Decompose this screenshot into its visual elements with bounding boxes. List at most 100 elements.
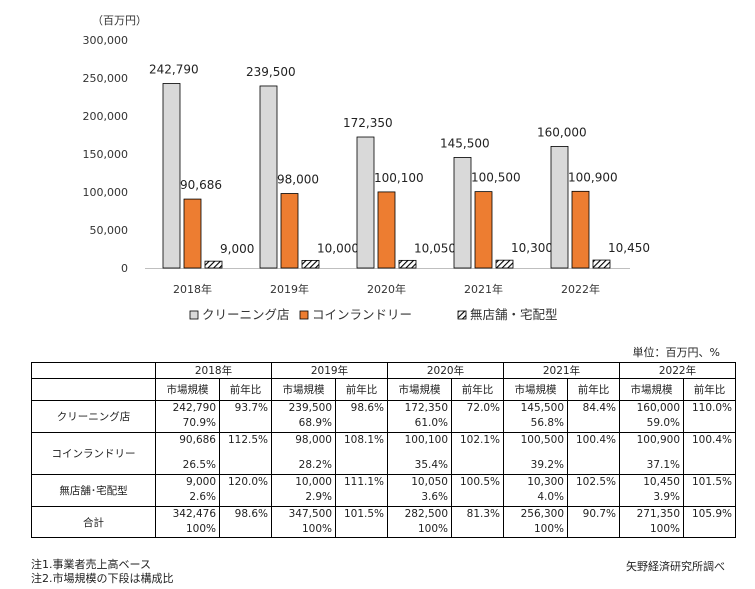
share-value: 35.4% bbox=[414, 459, 448, 471]
bar-value-label: 10,050 bbox=[414, 241, 456, 255]
y-tick-label: 150,000 bbox=[83, 148, 129, 161]
source-credit: 矢野経済研究所調べ bbox=[626, 560, 725, 573]
share-value: 4.0% bbox=[537, 491, 564, 503]
footnote-2: 注2.市場規模の下段は構成比 bbox=[31, 572, 174, 585]
market-size-cell: 10,050 3.6% bbox=[387, 474, 452, 507]
x-tick-label: 2019年 bbox=[270, 282, 309, 296]
yoy-cell: 105.9% bbox=[683, 506, 736, 538]
bar-value-label: 98,000 bbox=[277, 173, 319, 187]
market-size-value: 160,000 bbox=[636, 402, 680, 414]
market-size-value: 98,000 bbox=[295, 434, 332, 446]
legend-label: クリーニング店 bbox=[202, 307, 290, 322]
market-size-cell: 100,100 35.4% bbox=[387, 432, 452, 475]
market-size-value: 282,500 bbox=[404, 508, 448, 520]
bar-value-label: 160,000 bbox=[537, 125, 587, 139]
bar bbox=[592, 259, 611, 269]
share-value: 100% bbox=[185, 523, 216, 535]
market-size-value: 271,350 bbox=[636, 508, 680, 520]
yoy-cell: 72.0% bbox=[451, 400, 504, 433]
yoy-header: 前年比 bbox=[335, 378, 388, 401]
row-label: 合計 bbox=[31, 506, 156, 538]
market-size-value: 100,100 bbox=[404, 434, 448, 446]
bar-value-label: 100,900 bbox=[568, 170, 618, 184]
market-size-cell: 239,500 68.9% bbox=[271, 400, 336, 433]
share-value: 2.6% bbox=[189, 491, 216, 503]
yoy-cell: 110.0% bbox=[683, 400, 736, 433]
yoy-cell: 108.1% bbox=[335, 432, 388, 475]
bar-value-label: 9,000 bbox=[220, 242, 254, 256]
market-size-cell: 10,300 4.0% bbox=[503, 474, 568, 507]
bar bbox=[280, 193, 299, 269]
market-size-value: 342,476 bbox=[172, 508, 216, 520]
market-size-cell: 145,500 56.8% bbox=[503, 400, 568, 433]
yoy-cell: 93.7% bbox=[219, 400, 272, 433]
market-size-header: 市場規模 bbox=[619, 378, 684, 401]
market-size-value: 256,300 bbox=[520, 508, 564, 520]
yoy-cell: 120.0% bbox=[219, 474, 272, 507]
bar-value-label: 10,000 bbox=[317, 241, 359, 255]
yoy-cell: 90.7% bbox=[567, 506, 620, 538]
bar bbox=[474, 191, 493, 269]
share-value: 2.9% bbox=[305, 491, 332, 503]
share-value: 59.0% bbox=[646, 417, 680, 429]
market-size-value: 10,300 bbox=[527, 476, 564, 488]
y-tick-label: 0 bbox=[121, 262, 128, 275]
market-size-cell: 10,000 2.9% bbox=[271, 474, 336, 507]
market-size-value: 100,900 bbox=[636, 434, 680, 446]
footnote-1: 注1.事業者売上高ベース bbox=[31, 558, 151, 571]
yoy-cell: 98.6% bbox=[335, 400, 388, 433]
table-row: コインランドリー 90,686 26.5% 112.5% 98,000 28.2% 108.… bbox=[31, 432, 736, 475]
x-tick-label: 2021年 bbox=[464, 282, 503, 296]
year-header: 2018年 bbox=[155, 362, 272, 379]
market-size-cell: 172,350 61.0% bbox=[387, 400, 452, 433]
share-value: 100% bbox=[649, 523, 680, 535]
bar-value-label: 242,790 bbox=[149, 62, 199, 76]
market-size-cell: 98,000 28.2% bbox=[271, 432, 336, 475]
share-value: 28.2% bbox=[298, 459, 332, 471]
y-tick-label: 200,000 bbox=[83, 110, 129, 123]
bar-value-label: 239,500 bbox=[246, 65, 296, 79]
share-value: 26.5% bbox=[182, 459, 216, 471]
bar-chart: （百万円） 0 50,000 100,000 150,000 200,000 250,00… bbox=[83, 14, 651, 322]
market-size-cell: 100,500 39.2% bbox=[503, 432, 568, 475]
bar-value-label: 100,500 bbox=[471, 171, 521, 185]
yoy-cell: 101.5% bbox=[335, 506, 388, 538]
market-size-value: 239,500 bbox=[288, 402, 332, 414]
bar bbox=[377, 191, 396, 269]
market-size-cell: 347,500 100% bbox=[271, 506, 336, 538]
bar bbox=[301, 259, 320, 269]
market-size-cell: 342,476 100% bbox=[155, 506, 220, 538]
bar-value-label: 90,686 bbox=[180, 178, 222, 192]
market-size-value: 172,350 bbox=[404, 402, 448, 414]
market-size-cell: 271,350 100% bbox=[619, 506, 684, 538]
bar bbox=[398, 259, 417, 269]
y-tick-label: 50,000 bbox=[90, 224, 129, 237]
year-header: 2019年 bbox=[271, 362, 388, 379]
market-size-cell: 256,300 100% bbox=[503, 506, 568, 538]
bar bbox=[204, 260, 223, 269]
yoy-cell: 81.3% bbox=[451, 506, 504, 538]
table-corner bbox=[31, 378, 156, 401]
yoy-cell: 111.1% bbox=[335, 474, 388, 507]
y-axis-unit-label: （百万円） bbox=[92, 14, 147, 27]
legend-swatch bbox=[457, 310, 467, 320]
yoy-cell: 84.4% bbox=[567, 400, 620, 433]
bar bbox=[571, 190, 590, 269]
table-units: 単位：百万円、% bbox=[632, 346, 720, 359]
market-size-value: 10,450 bbox=[643, 476, 680, 488]
market-size-header: 市場規模 bbox=[387, 378, 452, 401]
share-value: 37.1% bbox=[646, 459, 680, 471]
share-value: 70.9% bbox=[182, 417, 216, 429]
market-size-cell: 9,000 2.6% bbox=[155, 474, 220, 507]
share-value: 100% bbox=[417, 523, 448, 535]
market-size-cell: 160,000 59.0% bbox=[619, 400, 684, 433]
row-label: コインランドリー bbox=[31, 432, 156, 475]
x-tick-label: 2022年 bbox=[561, 282, 600, 296]
table-corner bbox=[31, 362, 156, 379]
yoy-cell: 102.5% bbox=[567, 474, 620, 507]
yoy-header: 前年比 bbox=[567, 378, 620, 401]
share-value: 100% bbox=[301, 523, 332, 535]
bar bbox=[495, 259, 514, 269]
market-size-cell: 90,686 26.5% bbox=[155, 432, 220, 475]
market-size-value: 10,050 bbox=[411, 476, 448, 488]
